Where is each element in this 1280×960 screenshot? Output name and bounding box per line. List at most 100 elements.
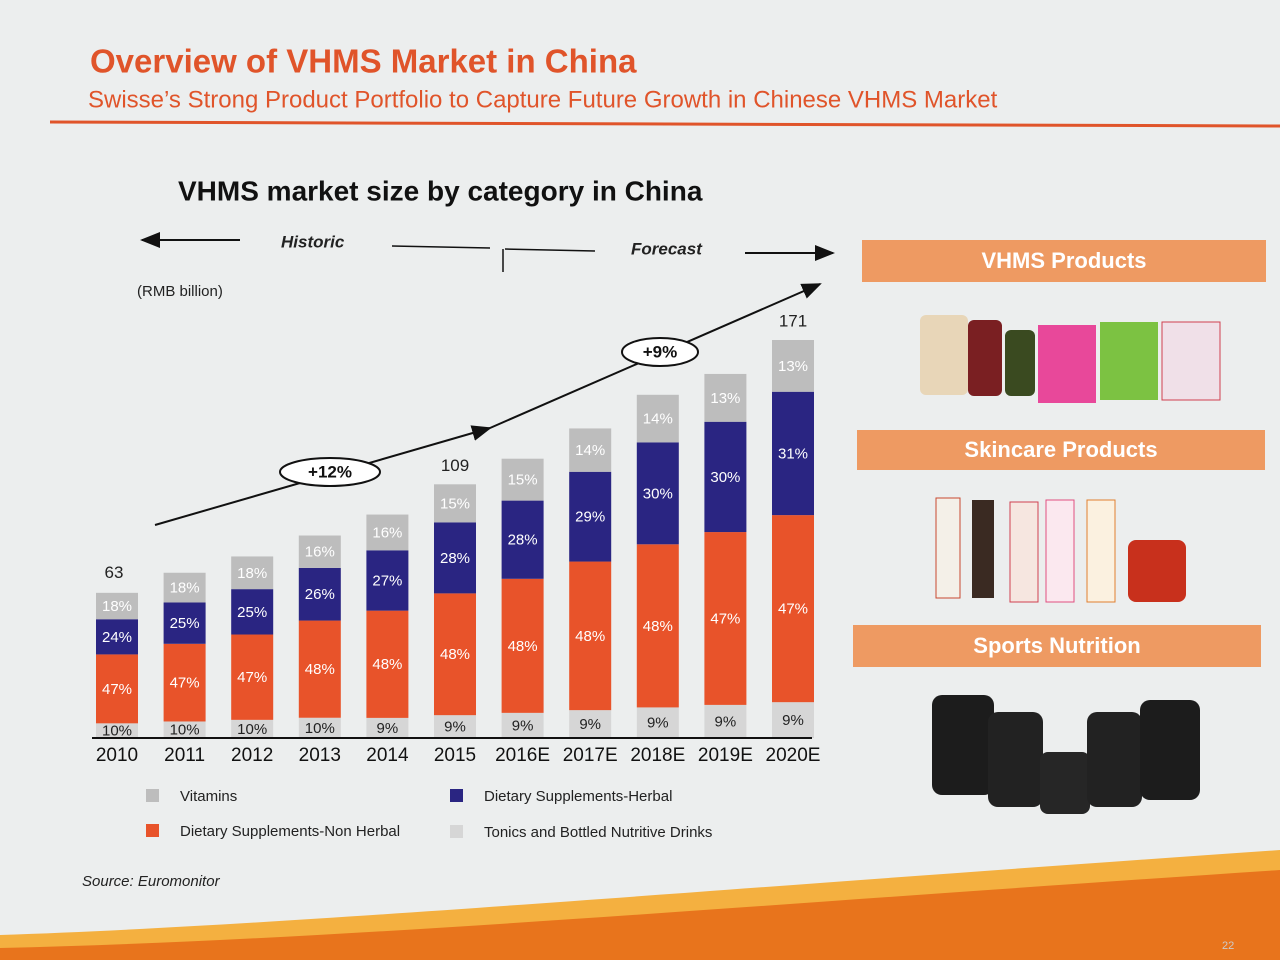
bar-segment	[569, 471, 612, 562]
segment-label: 9%	[579, 716, 601, 733]
segment-label: 47%	[170, 675, 200, 692]
bar-segment	[772, 702, 814, 738]
bar-segment	[704, 532, 747, 705]
section-title: VHMS Products	[981, 248, 1146, 273]
product-images	[920, 315, 1221, 814]
segment-label: 9%	[715, 713, 737, 730]
bar-segment	[636, 544, 679, 708]
product-box	[1038, 325, 1096, 403]
segment-label: 47%	[237, 669, 267, 686]
segment-label: 10%	[237, 721, 267, 738]
segment-label: 48%	[440, 646, 470, 663]
header-rule	[49, 120, 1280, 128]
bar-segment	[298, 620, 341, 718]
subtitle: Swisse’s Strong Product Portfolio to Cap…	[88, 86, 998, 113]
section-title: Sports Nutrition	[973, 633, 1140, 658]
bar-segment	[366, 717, 409, 738]
product-box	[1100, 322, 1158, 400]
bar-segment	[569, 561, 612, 711]
segment-label: 13%	[710, 390, 740, 407]
section-title: Skincare Products	[964, 437, 1157, 462]
cagr-oval	[621, 337, 699, 367]
bar-segment	[501, 458, 544, 501]
bar-segment	[704, 704, 747, 738]
segment-label: 48%	[643, 618, 673, 635]
product-tube	[935, 497, 961, 599]
product-jar	[920, 315, 968, 395]
bar-segment	[434, 522, 476, 594]
cagr-oval	[279, 457, 381, 487]
segment-label: 47%	[778, 601, 808, 618]
total-label: 109	[441, 456, 469, 475]
segment-label: 16%	[305, 544, 335, 561]
segment-label: 29%	[575, 509, 605, 526]
segment-label: 31%	[778, 445, 808, 462]
bar-segment	[366, 550, 409, 611]
bar-segment	[772, 391, 814, 516]
bar-segment	[501, 500, 544, 579]
x-tick-label: 2019E	[698, 745, 753, 766]
segment-label: 48%	[508, 638, 538, 655]
segment-label: 48%	[575, 628, 605, 645]
legend-label: Dietary Supplements-Herbal	[484, 788, 672, 805]
product-tub	[988, 712, 1043, 807]
segment-label: 28%	[508, 532, 538, 549]
bar-segment	[704, 373, 747, 422]
segment-label: 10%	[102, 723, 132, 740]
bar-segment	[163, 643, 206, 722]
segment-label: 16%	[372, 524, 402, 541]
product-tub	[1140, 700, 1200, 800]
legend-label: Tonics and Bottled Nutritive Drinks	[484, 824, 712, 841]
segment-label: 26%	[305, 586, 335, 603]
x-tick-label: 2015	[434, 745, 476, 766]
product-tube	[1009, 501, 1039, 603]
bar-segment	[298, 717, 341, 738]
x-tick-label: 2017E	[563, 745, 618, 766]
bar-segment	[231, 634, 274, 720]
segment-label: 18%	[237, 565, 267, 582]
segment-label: 15%	[508, 472, 538, 489]
bar-segment	[366, 514, 409, 551]
cagr-label: +9%	[643, 342, 678, 361]
legend-swatch	[146, 789, 159, 802]
bar-segment	[96, 654, 138, 724]
bar-segment	[772, 340, 814, 392]
product-bottle	[968, 320, 1002, 396]
segment-label: 14%	[643, 411, 673, 428]
product-tub	[1087, 712, 1142, 807]
product-tube	[1086, 499, 1116, 603]
segment-label: 28%	[440, 550, 470, 567]
historic-label: Historic	[281, 232, 345, 251]
segment-label: 18%	[170, 580, 200, 597]
page-number: 22	[1222, 940, 1234, 952]
bar-segment	[163, 721, 206, 738]
segment-label: 48%	[372, 656, 402, 673]
segment-label: 9%	[512, 717, 534, 734]
segment-label: 47%	[102, 681, 132, 698]
total-label: 63	[105, 563, 124, 582]
bar-segment	[298, 567, 341, 621]
x-tick-label: 2016E	[495, 745, 550, 766]
section-header	[857, 430, 1265, 470]
bar-segment	[501, 712, 544, 738]
chart-title: VHMS market size by category in China	[178, 175, 703, 206]
x-tick-label: 2012	[231, 745, 273, 766]
segment-label: 30%	[643, 485, 673, 502]
unit-label: (RMB billion)	[137, 283, 223, 300]
segment-label: 15%	[440, 495, 470, 512]
cagr-label: +12%	[308, 462, 352, 481]
segment-label: 24%	[102, 629, 132, 646]
segment-label: 13%	[778, 358, 808, 375]
forecast-label: Forecast	[631, 239, 703, 258]
legend-swatch	[450, 789, 463, 802]
segment-label: 25%	[170, 615, 200, 632]
product-bottle	[1005, 330, 1035, 396]
legend-label: Vitamins	[180, 788, 237, 805]
source: Source: Euromonitor	[82, 873, 221, 890]
bar-segment	[636, 394, 679, 443]
segment-label: 10%	[305, 720, 335, 737]
bar-segment	[96, 619, 138, 655]
segment-label: 47%	[710, 610, 740, 627]
segment-label: 14%	[575, 442, 605, 459]
